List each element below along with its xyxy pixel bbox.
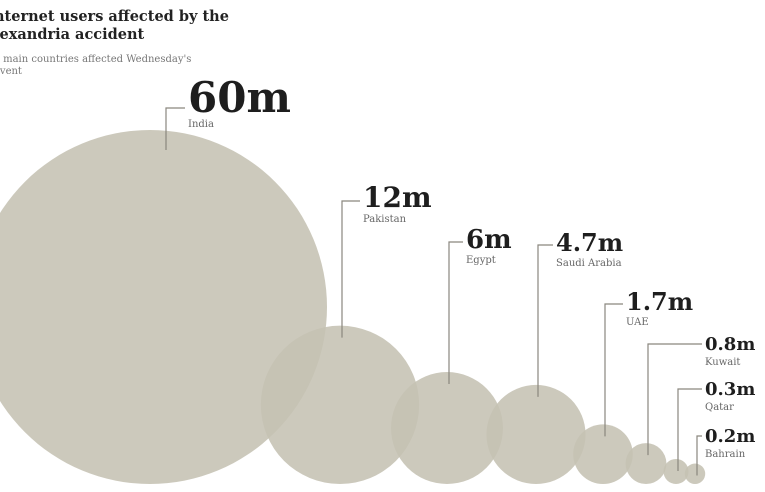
country-label-qatar: Qatar — [705, 402, 734, 413]
value-label-qatar: 0.3m — [705, 379, 755, 400]
bubble-uae — [573, 424, 633, 484]
bubble-bahrain — [685, 464, 705, 484]
country-label-saudi-arabia: Saudi Arabia — [556, 258, 622, 269]
value-label-kuwait: 0.8m — [705, 334, 755, 355]
country-label-india: India — [188, 119, 214, 130]
value-label-pakistan: 12m — [363, 181, 432, 214]
value-label-uae: 1.7m — [626, 287, 693, 316]
bubble-kuwait — [626, 443, 667, 484]
value-label-india: 60m — [188, 73, 291, 122]
value-label-saudi-arabia: 4.7m — [556, 228, 623, 257]
bubble-qatar — [663, 459, 688, 484]
value-label-bahrain: 0.2m — [705, 426, 755, 447]
country-label-pakistan: Pakistan — [363, 214, 407, 225]
leader-line-pakistan — [342, 201, 360, 338]
country-label-egypt: Egypt — [466, 255, 496, 266]
value-label-egypt: 6m — [466, 225, 512, 255]
bubble-saudi-arabia — [486, 385, 585, 484]
bubble-pakistan — [261, 326, 419, 484]
country-label-uae: UAE — [626, 317, 649, 328]
country-label-bahrain: Bahrain — [705, 449, 746, 460]
leader-line-saudi-arabia — [538, 245, 553, 397]
leader-line-uae — [605, 304, 623, 436]
leader-line-egypt — [449, 242, 463, 384]
leader-line-kuwait — [648, 344, 702, 455]
bubble-egypt — [391, 372, 503, 484]
country-label-kuwait: Kuwait — [705, 357, 740, 368]
leader-line-qatar — [678, 389, 702, 471]
